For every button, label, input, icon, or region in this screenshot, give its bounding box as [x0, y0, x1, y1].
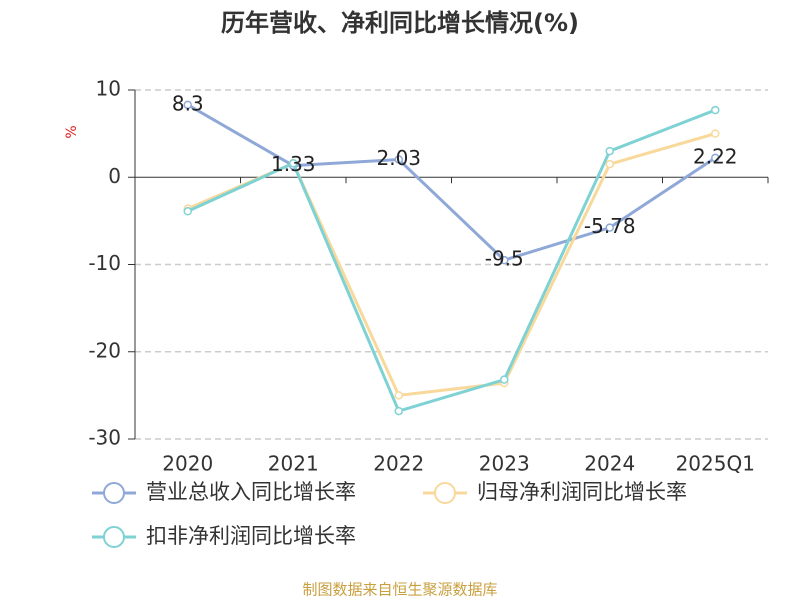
legend-label: 扣非净利润同比增长率	[146, 524, 356, 548]
data-point	[394, 391, 403, 400]
legend-marker	[103, 482, 125, 504]
data-label: 2.03	[376, 146, 421, 170]
legend-marker	[103, 526, 125, 548]
data-label: 1.33	[271, 152, 316, 176]
data-point	[183, 207, 192, 216]
series-line	[187, 108, 716, 413]
data-point	[394, 406, 403, 416]
data-point	[711, 129, 720, 138]
y-tick-label: 10	[96, 77, 121, 101]
data-point	[711, 105, 720, 115]
data-point	[500, 375, 509, 384]
legend-marker	[434, 482, 456, 504]
data-point	[500, 255, 509, 265]
y-tick-label: -30	[88, 426, 121, 450]
y-tick-label: 0	[108, 164, 121, 188]
legend-label: 归母净利润同比增长率	[477, 480, 687, 504]
y-tick-label: -10	[88, 251, 121, 275]
data-point	[605, 159, 614, 169]
y-axis-label: %	[64, 125, 80, 138]
data-point	[711, 153, 720, 163]
data-point	[394, 155, 403, 164]
data-point	[605, 223, 614, 232]
data-point	[289, 159, 298, 168]
x-tick-label: 2024	[584, 452, 635, 476]
data-label: -5.78	[584, 214, 636, 238]
y-tick-label: -20	[88, 338, 121, 362]
x-tick-label: 2020	[162, 452, 213, 476]
x-tick-label: 2023	[479, 452, 530, 476]
legend-label: 营业总收入同比增长率	[146, 480, 356, 504]
source-note: 制图数据来自恒生聚源数据库	[302, 581, 497, 599]
data-point	[183, 100, 192, 110]
x-tick-label: 2022	[373, 452, 424, 476]
data-label: -9.5	[485, 247, 524, 271]
series-line	[187, 103, 717, 262]
data-point	[605, 146, 614, 156]
x-tick-label: 2025Q1	[676, 452, 755, 476]
data-label: 2.22	[693, 144, 738, 168]
x-tick-label: 2021	[268, 452, 319, 476]
data-label: 8.3	[172, 91, 204, 115]
chart-title: 历年营收、净利同比增长情况(%)	[221, 9, 579, 37]
